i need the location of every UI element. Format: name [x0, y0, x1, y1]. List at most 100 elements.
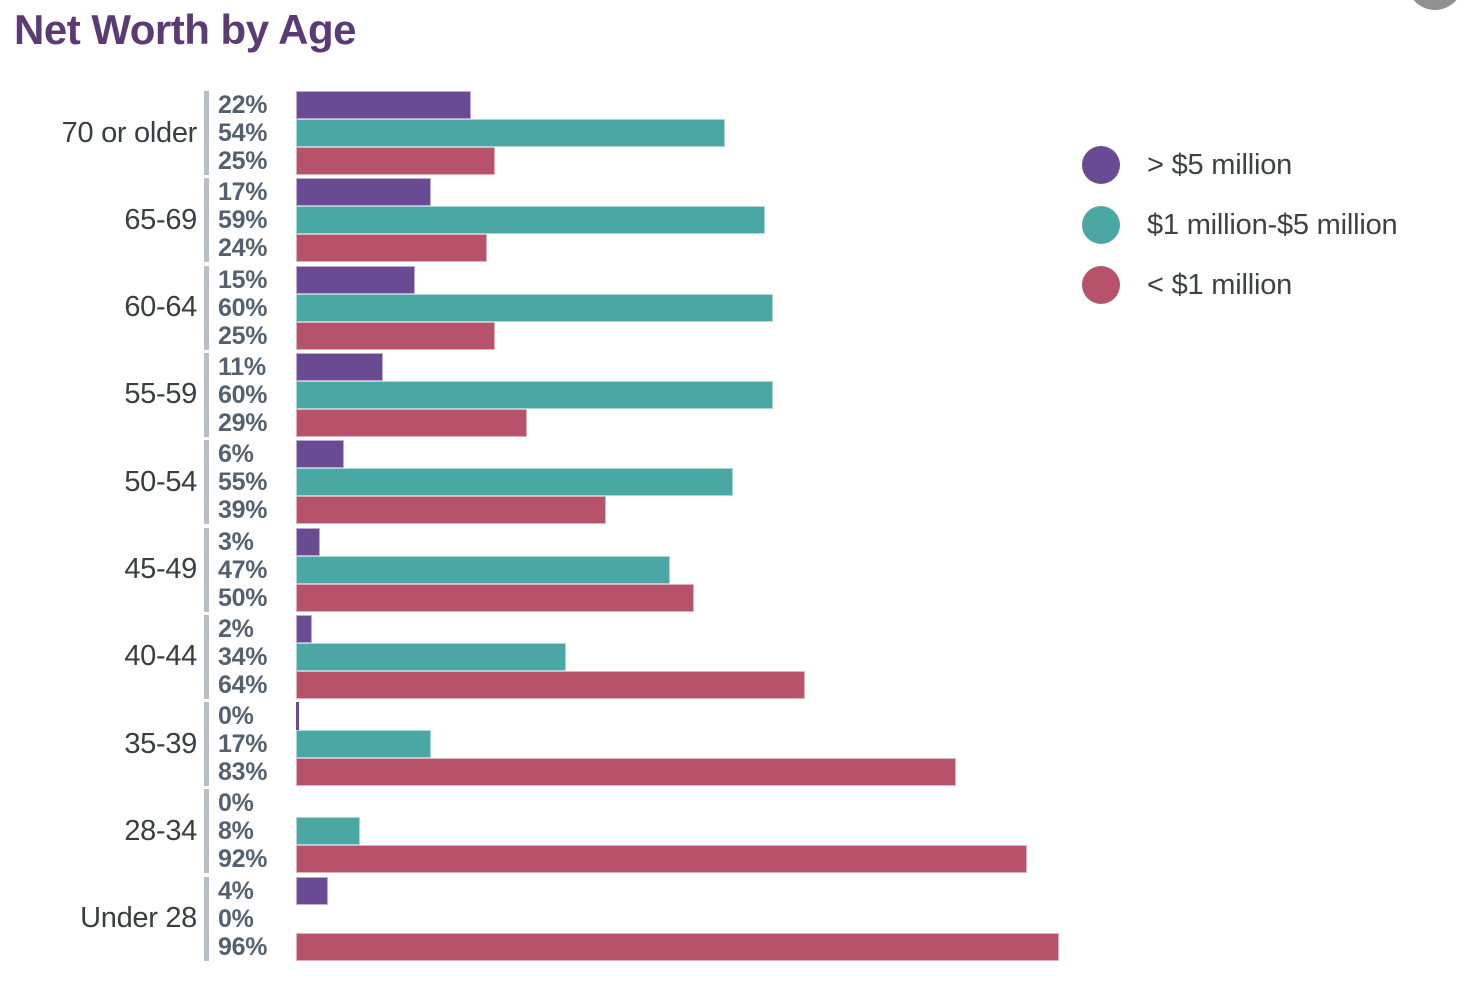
axis-tick-line [204, 527, 209, 612]
bar-1m-5m [296, 642, 567, 671]
bar-value-label: 0% [218, 702, 254, 731]
bar-value-label: 60% [218, 380, 268, 409]
bar-1m-5m [296, 730, 432, 759]
bar-value-label: 39% [218, 496, 268, 525]
bar-value-label: 59% [218, 206, 268, 235]
bar-value-label: 17% [218, 178, 268, 207]
bar-lt-1m [296, 845, 1028, 874]
axis-tick-line [204, 91, 209, 175]
bar-value-label: 0% [218, 904, 254, 933]
bar-1m-5m [296, 206, 766, 235]
bar-lt-1m [296, 670, 805, 699]
legend-dot-bar-gt-5m [1082, 146, 1120, 184]
bar-gt-5m [296, 527, 320, 556]
axis-tick-line [204, 876, 209, 961]
bar-lt-1m [296, 147, 495, 175]
age-group-row: 45-49 3% 47% 50% [0, 527, 1478, 612]
age-group-row: Under 28 4% 0% 96% [0, 876, 1478, 961]
age-group-label: 55-59 [124, 378, 197, 411]
legend-item: $1 million-$5 million [1082, 206, 1398, 244]
age-group-label: 28-34 [124, 814, 197, 847]
legend-label: $1 million-$5 million [1147, 208, 1398, 241]
axis-tick-line [204, 178, 209, 263]
bar-value-label: 55% [218, 468, 268, 497]
bar-value-label: 4% [218, 876, 254, 905]
bar-value-label: 2% [218, 614, 254, 643]
bar-lt-1m [296, 321, 495, 350]
age-group-row: 35-39 0% 17% 83% [0, 702, 1478, 787]
age-group-label: Under 28 [80, 902, 197, 935]
bar-lt-1m [296, 758, 956, 787]
bar-value-label: 17% [218, 730, 268, 759]
age-group-row: 40-44 2% 34% 64% [0, 614, 1478, 699]
axis-tick-line [204, 789, 209, 874]
bar-value-label: 6% [218, 440, 254, 469]
legend: > $5 million $1 million-$5 million < $1 mi… [1082, 146, 1398, 326]
bar-value-label: 29% [218, 408, 268, 437]
bar-value-label: 47% [218, 555, 268, 584]
bar-value-label: 54% [218, 119, 268, 147]
bar-gt-5m [296, 614, 312, 643]
legend-item: < $1 million [1082, 266, 1397, 304]
bar-value-label: 64% [218, 670, 268, 699]
bar-lt-1m [296, 496, 607, 525]
bar-value-label: 50% [218, 583, 268, 612]
bar-1m-5m [296, 817, 360, 846]
bar-value-label: 22% [218, 91, 268, 119]
age-group-row: 60-64 15% 60% 25% [0, 265, 1478, 350]
legend-label: < $1 million [1147, 268, 1293, 301]
legend-item: > $5 million [1082, 146, 1397, 184]
age-group-row: 50-54 6% 55% 39% [0, 440, 1478, 525]
axis-tick-line [204, 702, 209, 787]
bar-gt-5m [296, 265, 416, 294]
bar-1m-5m [296, 380, 773, 409]
axis-tick-line [204, 352, 209, 437]
bar-value-label: 83% [218, 758, 268, 787]
age-group-label: 60-64 [124, 291, 197, 324]
age-group-label: 40-44 [124, 640, 197, 673]
bar-1m-5m [296, 293, 773, 322]
bar-lt-1m [296, 408, 527, 437]
bar-gt-5m [296, 876, 328, 905]
bar-value-label: 25% [218, 147, 268, 175]
bar-gt-5m [296, 91, 471, 119]
age-group-row: 28-34 0% 8% 92% [0, 789, 1478, 874]
bar-value-label: 11% [218, 352, 266, 381]
bar-1m-5m [296, 555, 670, 584]
bar-value-label: 92% [218, 845, 268, 874]
legend-label: > $5 million [1147, 148, 1293, 181]
corner-decoration-circle [1407, 0, 1463, 10]
age-group-label: 70 or older [61, 116, 198, 149]
bar-value-label: 3% [218, 527, 254, 556]
legend-dot-bar-lt-1m [1082, 266, 1120, 304]
bar-lt-1m [296, 234, 487, 263]
bar-value-label: 60% [218, 293, 268, 322]
bar-value-label: 25% [218, 321, 268, 350]
legend-dot-bar-1m-5m [1082, 206, 1120, 244]
axis-tick-line [204, 440, 209, 525]
bar-value-label: 0% [218, 789, 254, 818]
bar-value-label: 34% [218, 642, 268, 671]
bar-1m-5m [296, 468, 734, 497]
axis-tick-line [204, 265, 209, 350]
age-group-row: 70 or older 22% 54% 25% [0, 91, 1478, 175]
bar-gt-5m [296, 352, 384, 381]
age-group-label: 65-69 [124, 203, 197, 236]
age-group-label: 45-49 [124, 553, 197, 585]
bar-value-label: 15% [218, 265, 268, 294]
bar-value-label: 24% [218, 234, 268, 263]
bar-lt-1m [296, 932, 1060, 961]
bar-value-label: 8% [218, 817, 254, 846]
age-group-row: 55-59 11% 60% 29% [0, 352, 1478, 437]
age-group-label: 50-54 [124, 465, 197, 498]
chart-title: Net Worth by Age [14, 6, 357, 53]
bar-gt-5m [296, 702, 299, 731]
bar-value-label: 96% [218, 932, 268, 961]
bar-gt-5m [296, 178, 432, 207]
axis-tick-line [204, 614, 209, 699]
bar-1m-5m [296, 119, 726, 147]
bar-gt-5m [296, 440, 344, 469]
age-group-row: 65-69 17% 59% 24% [0, 178, 1478, 263]
